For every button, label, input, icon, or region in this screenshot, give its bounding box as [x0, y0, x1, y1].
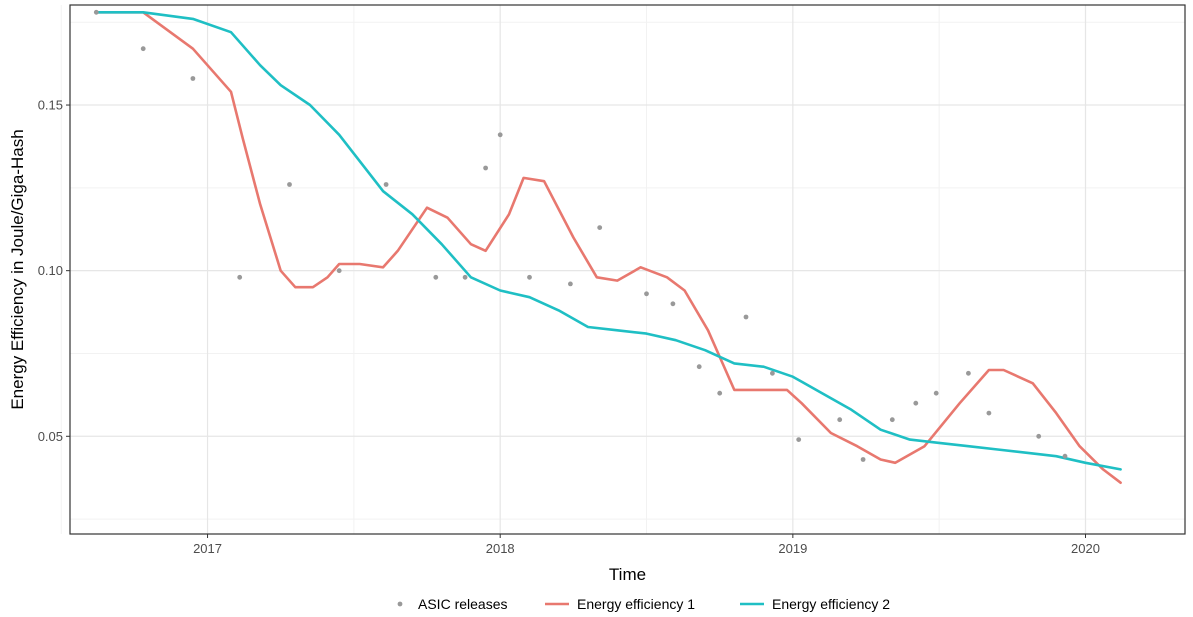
asic-release-point: [1036, 433, 1042, 439]
x-tick-label: 2017: [193, 541, 222, 556]
x-tick-label: 2019: [778, 541, 807, 556]
asic-release-point: [966, 370, 971, 376]
major-gridlines: [70, 5, 1185, 534]
asic-release-point: [383, 182, 389, 187]
x-axis-title: Time: [609, 565, 646, 584]
legend-item-3: Energy efficiency 2: [740, 596, 890, 612]
asic-release-point: [336, 268, 342, 274]
asic-release-point: [568, 281, 573, 287]
asic-release-point: [433, 274, 439, 280]
legend-label: Energy efficiency 1: [577, 596, 695, 612]
y-axis-title: Energy Efficiency in Joule/Giga-Hash: [8, 129, 27, 409]
asic-release-point: [670, 301, 676, 307]
asic-release-point: [483, 165, 488, 171]
asic-release-point: [743, 314, 749, 320]
series-line-2: [95, 11, 1122, 471]
legend-label: Energy efficiency 2: [772, 596, 890, 612]
legend-key-point: [397, 601, 403, 607]
asic-release-point: [93, 9, 99, 15]
asic-release-point: [889, 417, 895, 423]
series-line-1: [95, 11, 1122, 485]
y-tick-label: 0.10: [38, 263, 63, 278]
asic-release-point: [837, 417, 843, 423]
asic-release-point: [237, 274, 243, 280]
y-tick-label: 0.05: [38, 429, 63, 444]
x-tick-label: 2020: [1071, 541, 1100, 556]
asic-release-point: [287, 182, 292, 187]
asic-release-point: [986, 410, 992, 416]
asic-release-point: [140, 46, 146, 52]
asic-release-point: [696, 364, 702, 370]
legend-label: ASIC releases: [418, 596, 507, 612]
legend-item-2: Energy efficiency 1: [545, 596, 695, 612]
asic-release-point: [913, 400, 919, 406]
asic-release-point: [644, 291, 649, 297]
y-tick-label: 0.15: [38, 98, 63, 113]
legend: ASIC releases Energy efficiency 1 Energy e…: [397, 596, 890, 612]
plot-panel: [70, 5, 1185, 534]
legend-item-1: ASIC releases: [397, 596, 507, 612]
asic-release-point: [497, 132, 503, 138]
asic-release-point: [190, 76, 196, 81]
series-lines: [95, 11, 1122, 485]
asic-release-point: [597, 225, 603, 231]
plot-border: [69, 4, 1186, 535]
asic-release-point: [860, 457, 866, 462]
y-axis-ticks: 0.05 0.10 0.15: [38, 98, 70, 444]
asic-release-points: [93, 9, 1068, 462]
asic-release-point: [717, 390, 723, 396]
asic-release-point: [796, 437, 802, 442]
asic-release-point: [770, 370, 775, 376]
asic-release-point: [527, 274, 532, 280]
asic-release-point: [933, 390, 939, 396]
asic-release-point: [462, 274, 468, 280]
x-tick-label: 2018: [486, 541, 515, 556]
x-axis-ticks: 2017 2018 2019 2020: [193, 534, 1100, 556]
asic-release-point: [1062, 453, 1068, 459]
